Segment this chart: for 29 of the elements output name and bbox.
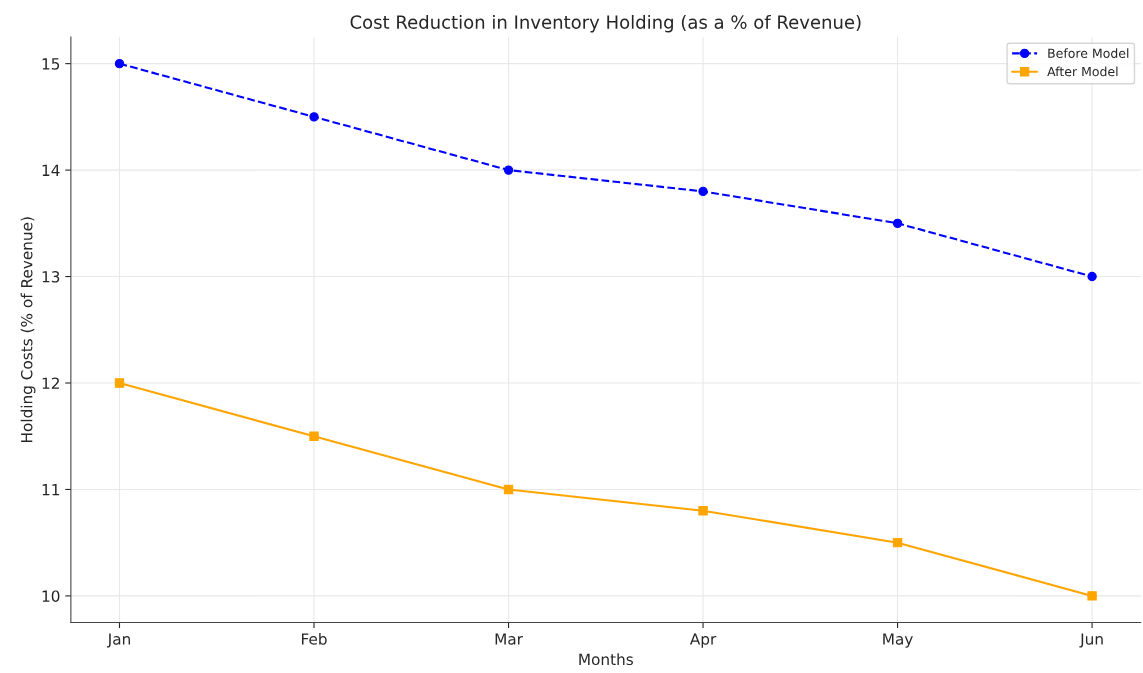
- point: [114, 58, 125, 69]
- x-tick-label: Jan: [106, 633, 130, 648]
- x-tick-label: Feb: [301, 632, 327, 645]
- x-tick-label: Jun: [1079, 633, 1103, 648]
- point: [698, 186, 708, 197]
- chart-title: Cost Reduction in Inventory Holding (as a % of Revenue): [350, 14, 861, 33]
- y-tick-label: 12: [42, 377, 59, 389]
- y-tick-label: 10: [42, 590, 60, 602]
- y-tick-label: 11: [42, 484, 60, 496]
- point: [1087, 591, 1097, 601]
- x-tick-label: Mar: [495, 633, 523, 645]
- point: [114, 378, 125, 388]
- point: [698, 506, 708, 516]
- point: [503, 484, 514, 495]
- point: [892, 218, 903, 228]
- point: [892, 538, 903, 548]
- legend-label: Before Model: [1048, 48, 1129, 58]
- point: [309, 112, 319, 122]
- point: [503, 165, 514, 175]
- x-axis-title: Months: [579, 653, 633, 666]
- y-axis-title: Holding Costs (% of Revenue): [20, 217, 36, 442]
- y-tick-label: 14: [42, 164, 60, 176]
- point: [1087, 271, 1097, 282]
- y-tick-label: 15: [42, 58, 60, 70]
- y-tick-label: 13: [42, 271, 60, 283]
- x-tick-label: Apr: [689, 633, 717, 648]
- legend-label: After Model: [1047, 66, 1118, 77]
- x-tick-label: May: [883, 633, 913, 648]
- point: [309, 431, 319, 441]
